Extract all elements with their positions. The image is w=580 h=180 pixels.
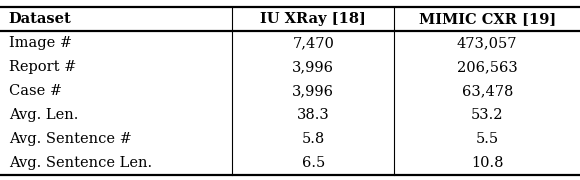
Text: Image #: Image # [9, 36, 72, 50]
Text: Avg. Sentence #: Avg. Sentence # [9, 132, 132, 146]
Text: 473,057: 473,057 [457, 36, 517, 50]
Text: 7,470: 7,470 [292, 36, 334, 50]
Text: Dataset: Dataset [9, 12, 71, 26]
Text: 6.5: 6.5 [302, 156, 325, 170]
Text: 206,563: 206,563 [457, 60, 517, 74]
Text: 10.8: 10.8 [471, 156, 503, 170]
Text: 38.3: 38.3 [297, 108, 329, 122]
Text: Report #: Report # [9, 60, 76, 74]
Text: IU XRay [18]: IU XRay [18] [260, 12, 366, 26]
Text: 3,996: 3,996 [292, 84, 334, 98]
Text: 5.5: 5.5 [476, 132, 499, 146]
Text: Case #: Case # [9, 84, 62, 98]
Text: Avg. Sentence Len.: Avg. Sentence Len. [9, 156, 152, 170]
Text: 3,996: 3,996 [292, 60, 334, 74]
Text: 53.2: 53.2 [471, 108, 503, 122]
Text: MIMIC CXR [19]: MIMIC CXR [19] [419, 12, 556, 26]
Text: 63,478: 63,478 [462, 84, 513, 98]
Text: 5.8: 5.8 [302, 132, 325, 146]
Text: Avg. Len.: Avg. Len. [9, 108, 78, 122]
